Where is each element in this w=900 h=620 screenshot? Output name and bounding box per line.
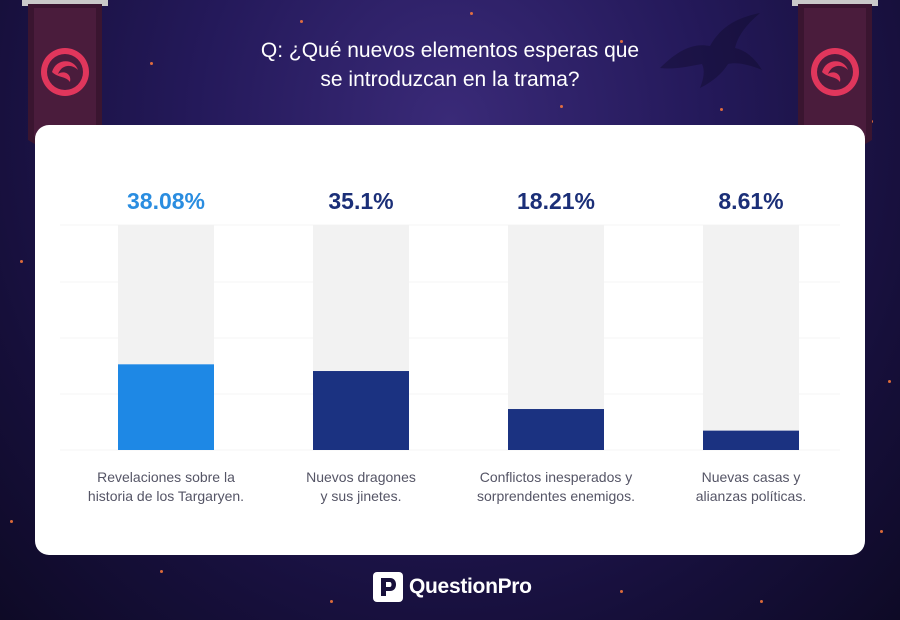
bar-3 bbox=[508, 409, 604, 450]
right-banner bbox=[792, 0, 878, 152]
sparkle-dot bbox=[330, 600, 333, 603]
sparkle-dot bbox=[880, 530, 883, 533]
value-label-2: 35.1% bbox=[328, 188, 393, 214]
bar-chart: 38.08% 35.1% 18.21% 8.61% bbox=[60, 188, 840, 451]
bar-4 bbox=[703, 430, 799, 450]
category-label-2: Nuevos dragones y sus jinetes. bbox=[306, 469, 416, 504]
sparkle-dot bbox=[888, 380, 891, 383]
sparkle-dot bbox=[470, 12, 473, 15]
questionpro-logo-icon bbox=[373, 572, 403, 602]
category-label-1: Revelaciones sobre la historia de los Tar… bbox=[87, 469, 245, 504]
value-label-1: 38.08% bbox=[127, 188, 205, 214]
dragon-emblem-icon bbox=[41, 48, 89, 96]
sparkle-dot bbox=[560, 105, 563, 108]
sparkle-dot bbox=[10, 520, 13, 523]
category-label-3: Conflictos inesperados y sorprendentes en… bbox=[477, 469, 635, 504]
category-label-4: Nuevas casas y alianzas políticas. bbox=[695, 469, 807, 504]
sparkle-dot bbox=[760, 600, 763, 603]
dragon-silhouette-icon bbox=[660, 13, 762, 88]
results-card: 38.08% 35.1% 18.21% 8.61% Revelaciones sobr… bbox=[35, 125, 865, 555]
sparkle-dot bbox=[20, 260, 23, 263]
value-label-4: 8.61% bbox=[718, 188, 783, 214]
bar-2 bbox=[313, 371, 409, 450]
sparkle-dot bbox=[620, 590, 623, 593]
sparkle-dot bbox=[300, 20, 303, 23]
brand-name: QuestionPro bbox=[409, 575, 532, 598]
sparkle-dot bbox=[620, 40, 623, 43]
questionpro-logo: QuestionPro bbox=[373, 571, 532, 603]
question-title: Q: ¿Qué nuevos elementos esperas que se … bbox=[260, 39, 640, 91]
bar-1 bbox=[118, 364, 214, 450]
bar-track bbox=[703, 225, 799, 450]
sparkle-dot bbox=[720, 108, 723, 111]
left-banner bbox=[22, 0, 108, 152]
sparkle-dot bbox=[150, 62, 153, 65]
value-label-3: 18.21% bbox=[517, 188, 595, 214]
sparkle-dot bbox=[160, 570, 163, 573]
dragon-emblem-icon bbox=[811, 48, 859, 96]
